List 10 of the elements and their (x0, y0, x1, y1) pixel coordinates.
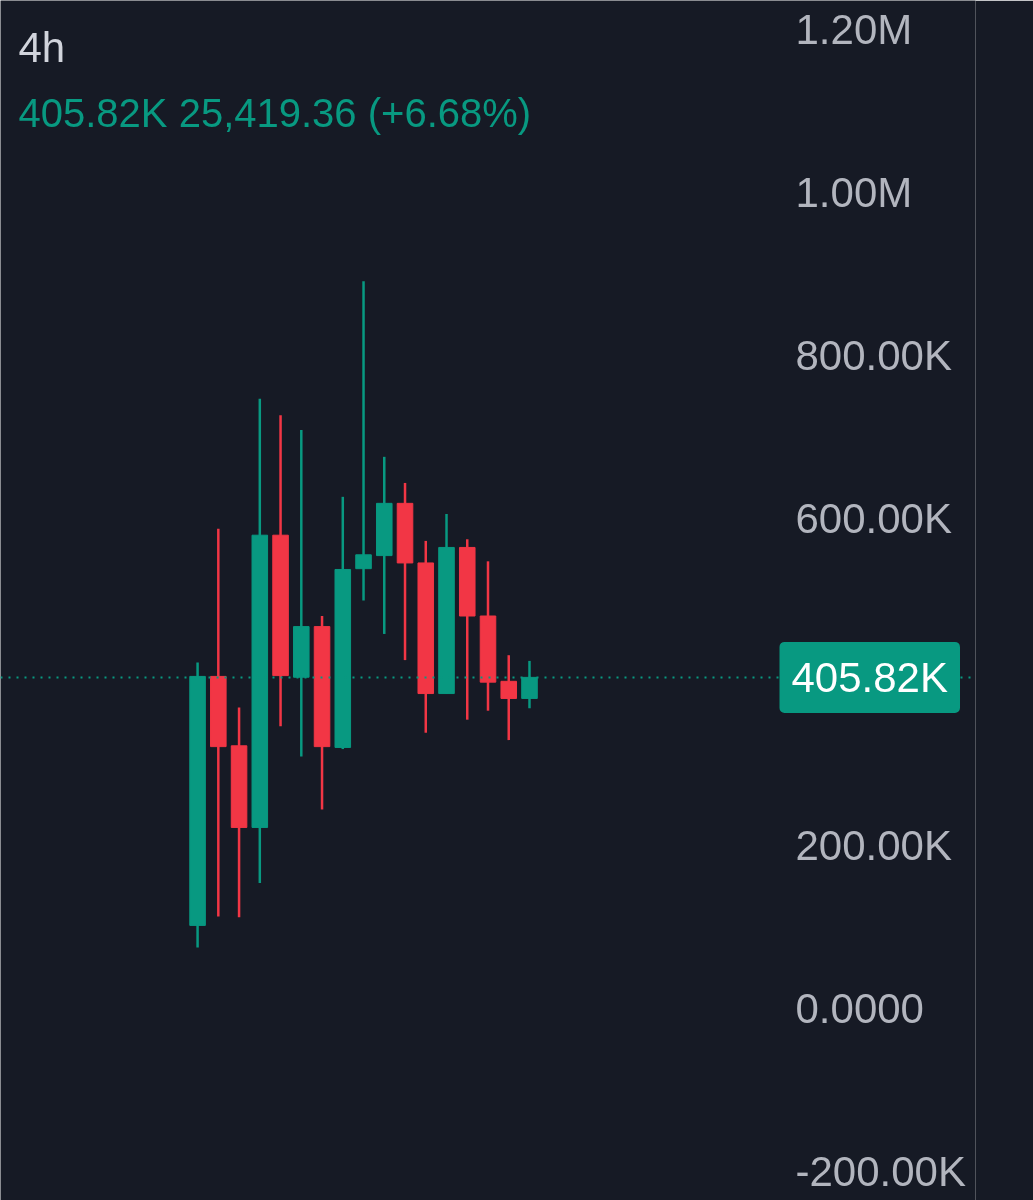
y-tick-label: 0.0000 (795, 985, 924, 1033)
y-tick-label: 1.20M (795, 5, 913, 53)
text: 4h (18, 24, 66, 71)
y-tick-label: 200.00K (795, 821, 952, 869)
ref-line-label: 405.82K (791, 653, 948, 701)
text: 405.82K 25,419.36 (+6.68%) (18, 90, 532, 135)
y-tick-label: 1.00M (795, 168, 913, 216)
y-tick-label: 800.00K (795, 332, 952, 380)
y-tick-label: -200.00K (795, 1148, 966, 1196)
y-tick-label: 600.00K (795, 495, 952, 543)
